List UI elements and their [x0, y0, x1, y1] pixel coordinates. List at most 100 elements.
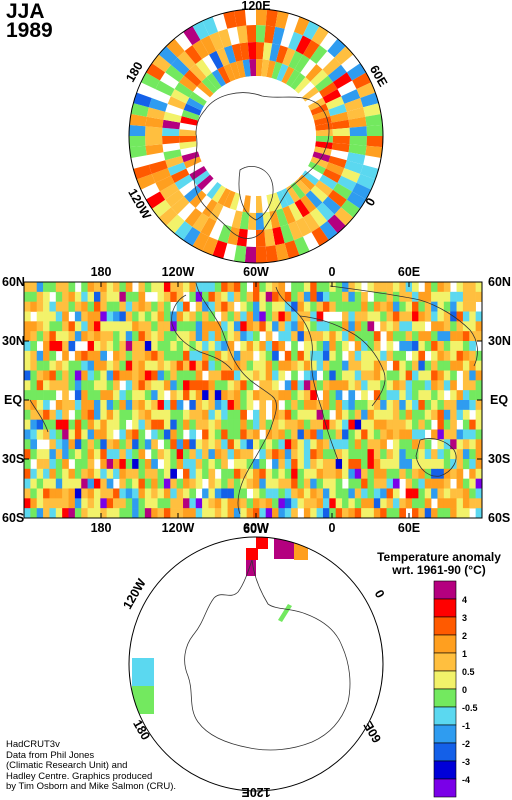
- anomaly-cell: [412, 468, 419, 479]
- anomaly-cell: [30, 508, 38, 518]
- anomaly-cell: [322, 468, 330, 479]
- anomaly-cell: [412, 331, 419, 342]
- anomaly-cell: [174, 174, 193, 190]
- anomaly-cell: [227, 439, 235, 450]
- anomaly-cell: [55, 508, 63, 518]
- legend-title-line2: wrt. 1961-90 (°C): [392, 563, 486, 577]
- anomaly-cell: [405, 400, 413, 411]
- anomaly-cell: [183, 498, 190, 509]
- anomaly-cell: [303, 341, 311, 352]
- anomaly-cell: [140, 72, 160, 90]
- anomaly-cell: [278, 301, 286, 312]
- anomaly-cell: [329, 350, 336, 361]
- anomaly-cell: [456, 488, 464, 499]
- anomaly-cell: [183, 321, 190, 332]
- anomaly-cell: [310, 301, 317, 312]
- anomaly-cell: [125, 449, 133, 460]
- anomaly-cell: [43, 400, 50, 411]
- anomaly-cell: [93, 400, 101, 411]
- anomaly-cell: [272, 429, 279, 440]
- anomaly-cell: [342, 321, 349, 332]
- anomaly-cell: [310, 429, 317, 440]
- anomaly-cell: [284, 478, 292, 489]
- anomaly-cell: [399, 459, 406, 470]
- anomaly-cell: [462, 331, 470, 342]
- anomaly-cell: [282, 205, 296, 225]
- anomaly-cell: [361, 498, 368, 509]
- anomaly-cell: [469, 459, 476, 470]
- anomaly-cell: [240, 380, 247, 391]
- anomaly-cell: [233, 321, 241, 332]
- anomaly-cell: [259, 301, 267, 312]
- anomaly-cell: [311, 226, 330, 247]
- anomaly-cell: [469, 311, 476, 322]
- anomaly-cell: [125, 291, 133, 302]
- anomaly-cell: [145, 62, 166, 81]
- anomaly-cell: [179, 141, 197, 150]
- anomaly-cell: [93, 449, 101, 460]
- anomaly-cell: [380, 468, 387, 479]
- anomaly-cell: [125, 380, 133, 391]
- legend-label: 1: [462, 649, 467, 659]
- anomaly-cell: [138, 449, 146, 460]
- anomaly-cell: [322, 350, 330, 361]
- anomaly-cell: [380, 439, 387, 450]
- anomaly-cell: [119, 508, 127, 518]
- anomaly-cell: [361, 439, 368, 450]
- anomaly-cell: [195, 439, 203, 450]
- anomaly-cell: [30, 341, 38, 352]
- anomaly-cell: [43, 429, 50, 440]
- anomaly-cell: [335, 409, 343, 420]
- anomaly-cell: [106, 360, 114, 371]
- credit-line: (Climatic Research Unit) and: [6, 760, 128, 771]
- anomaly-cell: [183, 350, 190, 361]
- anomaly-cell: [329, 498, 336, 509]
- anomaly-cell: [24, 409, 31, 420]
- anomaly-cell: [431, 508, 438, 518]
- anomaly-cell: [240, 321, 247, 332]
- anomaly-cell: [189, 400, 197, 411]
- anomaly-cell: [62, 301, 69, 312]
- anomaly-cell: [195, 498, 203, 509]
- anomaly-cell: [151, 350, 158, 361]
- anomaly-cell: [100, 331, 107, 342]
- anomaly-cell: [113, 360, 120, 371]
- legend-swatch: [433, 724, 457, 744]
- anomaly-cell: [68, 400, 76, 411]
- anomaly-cell: [81, 282, 88, 293]
- anomaly-cell: [36, 429, 44, 440]
- anomaly-cell: [310, 439, 317, 450]
- anomaly-cell: [297, 419, 305, 430]
- anomaly-cell: [380, 390, 387, 401]
- anomaly-cell: [253, 429, 260, 440]
- anomaly-cell: [310, 488, 317, 499]
- anomaly-cell: [342, 400, 349, 411]
- anomaly-cell: [87, 449, 95, 460]
- anomaly-cell: [209, 50, 224, 70]
- anomaly-cell: [462, 282, 470, 293]
- anomaly-cell: [469, 419, 476, 430]
- anomaly-cell: [113, 508, 120, 518]
- anomaly-cell: [437, 380, 445, 391]
- anomaly-cell: [412, 350, 419, 361]
- anomaly-cell: [418, 478, 426, 489]
- anomaly-cell: [310, 370, 317, 381]
- anomaly-cell: [354, 508, 362, 518]
- anomaly-cell: [214, 331, 222, 342]
- anomaly-cell: [431, 449, 438, 460]
- anomaly-cell: [195, 459, 203, 470]
- anomaly-cell: [456, 429, 464, 440]
- anomaly-cell: [157, 321, 165, 332]
- anomaly-cell: [361, 341, 368, 352]
- anomaly-cell: [373, 498, 381, 509]
- anomaly-cell: [93, 370, 101, 381]
- anomaly-cell: [265, 508, 273, 518]
- anomaly-cell: [316, 508, 324, 518]
- anomaly-cell: [325, 96, 345, 110]
- anomaly-cell: [62, 498, 69, 509]
- anomaly-cell: [469, 478, 476, 489]
- anomaly-cell: [462, 488, 470, 499]
- anomaly-cell: [68, 291, 76, 302]
- anomaly-cell: [392, 498, 400, 509]
- anomaly-cell: [195, 390, 203, 401]
